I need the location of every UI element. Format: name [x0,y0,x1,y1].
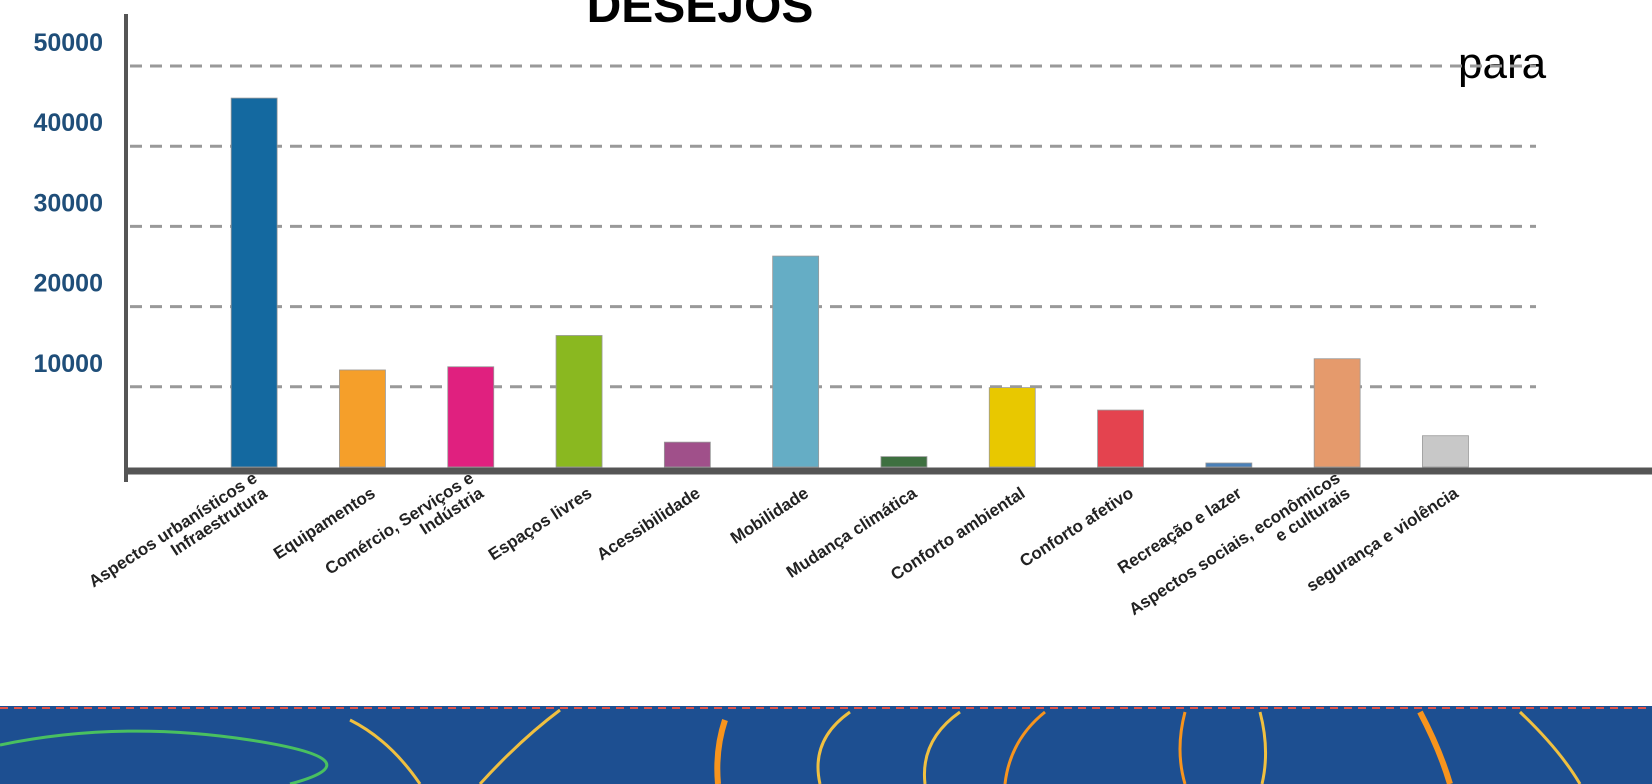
x-tick-label: Espaços livres [485,483,595,564]
bar [1097,409,1144,468]
x-tick-label: Comércio, Serviços eIndústria [322,468,488,594]
x-tick-label: Mobilidade [727,483,812,547]
annotation: para [1458,39,1547,88]
footer-band [0,706,1652,784]
bar [988,387,1036,468]
bar [663,441,711,468]
bar [772,255,820,468]
bar [447,366,495,468]
bar [339,369,386,468]
bar [555,335,603,468]
y-tick-label: 40000 [33,109,103,137]
bar [1422,435,1469,468]
y-tick-label: 30000 [33,189,103,217]
bar [1205,462,1253,468]
x-tick-label: Aspectos urbanísticos eInfraestrutura [85,468,270,606]
y-tick-label: 20000 [33,270,103,298]
chart-title: DESEJOS [587,0,814,33]
y-tick-label: 10000 [33,350,103,378]
x-tick-label: Acessibilidade [593,483,703,564]
bar [880,456,928,468]
bar [1313,358,1361,468]
y-tick-label: 50000 [33,29,103,57]
bar [230,97,278,468]
